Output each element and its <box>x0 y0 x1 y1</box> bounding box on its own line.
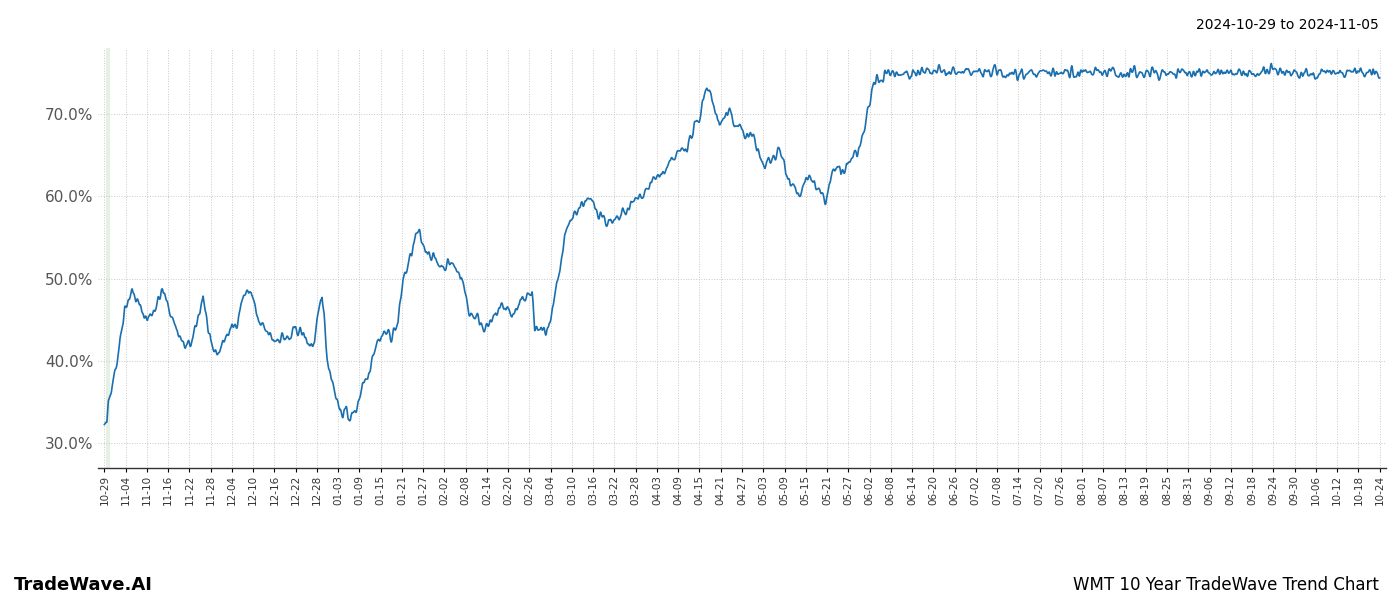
Text: WMT 10 Year TradeWave Trend Chart: WMT 10 Year TradeWave Trend Chart <box>1074 576 1379 594</box>
Text: 2024-10-29 to 2024-11-05: 2024-10-29 to 2024-11-05 <box>1196 18 1379 32</box>
Text: TradeWave.AI: TradeWave.AI <box>14 576 153 594</box>
Bar <box>106 48 111 468</box>
